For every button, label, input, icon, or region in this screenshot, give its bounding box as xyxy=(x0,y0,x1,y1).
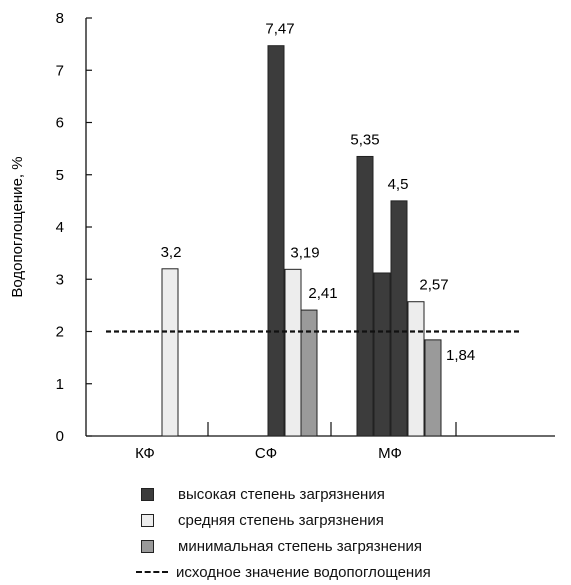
legend-swatch-high xyxy=(141,487,154,501)
x-category-label: КФ xyxy=(135,445,155,462)
y-axis-title: Водопоглощение, % xyxy=(9,156,26,297)
x-category-label: СФ xyxy=(255,445,277,462)
bar-kf-medium xyxy=(161,268,179,437)
data-label-mf-high-1: 5,35 xyxy=(350,131,379,148)
y-tick-label: 6 xyxy=(56,115,64,132)
y-tick-label: 4 xyxy=(56,219,64,236)
data-label-sf-high: 7,47 xyxy=(265,21,294,38)
y-tick-label: 0 xyxy=(56,428,64,445)
data-label-sf-min: 2,41 xyxy=(308,285,337,302)
legend-label-medium: средняя степень загрязнения xyxy=(178,511,384,529)
legend-swatch-min xyxy=(141,539,154,553)
legend: высокая степень загрязнения средняя степ… xyxy=(136,481,431,585)
bar-mf-medium xyxy=(407,301,425,437)
legend-label-reference: исходное значение водопоглощения xyxy=(176,563,431,581)
legend-swatch-medium xyxy=(141,513,154,527)
bar-mf-high-2 xyxy=(373,272,391,437)
data-label-mf-high-3: 4,5 xyxy=(388,176,409,193)
y-tick-label: 7 xyxy=(56,62,64,79)
legend-dashed-line xyxy=(136,571,168,573)
legend-label-high: высокая степень загрязнения xyxy=(178,485,385,503)
legend-item-reference: исходное значение водопоглощения xyxy=(136,559,431,585)
bar-sf-medium xyxy=(284,268,302,437)
legend-item-high: высокая степень загрязнения xyxy=(136,481,431,507)
data-label-mf-medium: 2,57 xyxy=(419,277,448,294)
bar-mf-high-3 xyxy=(390,200,408,437)
data-label-sf-medium: 3,19 xyxy=(290,244,319,261)
y-tick-label: 8 xyxy=(56,10,64,27)
legend-item-min: минимальная степень загрязнения xyxy=(136,533,431,559)
bar-mf-high-1 xyxy=(356,155,374,437)
bar-sf-min xyxy=(300,309,318,437)
data-label-mf-min: 1,84 xyxy=(446,347,475,364)
y-tick-label: 2 xyxy=(56,324,64,341)
y-tick-label: 3 xyxy=(56,271,64,288)
bar-sf-high xyxy=(267,45,285,437)
y-tick-label: 1 xyxy=(56,376,64,393)
y-tick-label: 5 xyxy=(56,167,64,184)
legend-item-medium: средняя степень загрязнения xyxy=(136,507,431,533)
legend-label-min: минимальная степень загрязнения xyxy=(178,537,423,555)
x-category-label: МФ xyxy=(378,445,402,462)
data-label-kf-medium: 3,2 xyxy=(161,244,182,261)
chart: 0 1 2 3 4 5 6 7 8 Водопоглощение, % КФ СФ МФ 3,2 7,47 3… xyxy=(9,10,555,462)
bar-mf-min xyxy=(424,339,442,437)
